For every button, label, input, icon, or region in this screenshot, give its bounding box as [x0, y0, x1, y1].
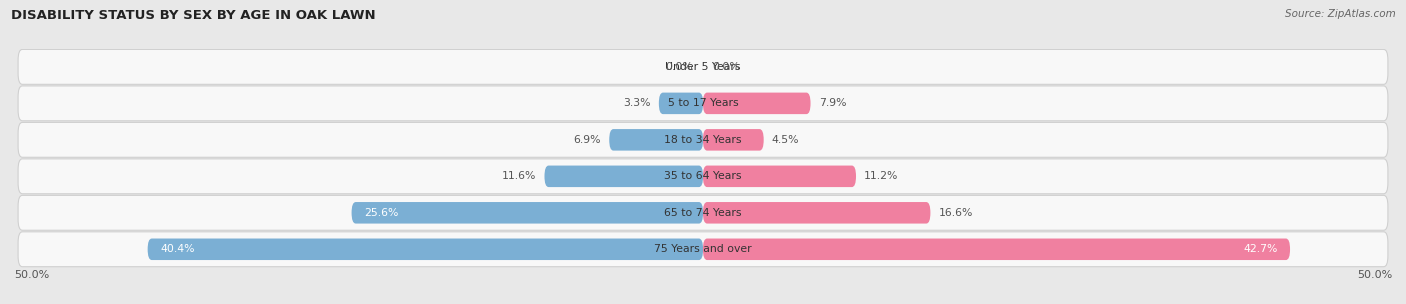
FancyBboxPatch shape	[703, 129, 763, 150]
Text: 4.5%: 4.5%	[772, 135, 800, 145]
Text: 5 to 17 Years: 5 to 17 Years	[668, 98, 738, 108]
FancyBboxPatch shape	[18, 50, 1388, 84]
Text: Under 5 Years: Under 5 Years	[665, 62, 741, 72]
FancyBboxPatch shape	[18, 159, 1388, 194]
FancyBboxPatch shape	[18, 86, 1388, 121]
Text: 7.9%: 7.9%	[818, 98, 846, 108]
FancyBboxPatch shape	[148, 239, 703, 260]
FancyBboxPatch shape	[18, 195, 1388, 230]
FancyBboxPatch shape	[18, 232, 1388, 267]
Text: 50.0%: 50.0%	[14, 271, 49, 280]
FancyBboxPatch shape	[703, 202, 931, 223]
FancyBboxPatch shape	[703, 239, 1291, 260]
FancyBboxPatch shape	[609, 129, 703, 150]
FancyBboxPatch shape	[18, 123, 1388, 157]
Text: 50.0%: 50.0%	[1357, 271, 1392, 280]
Text: 42.7%: 42.7%	[1243, 244, 1278, 254]
Text: 75 Years and over: 75 Years and over	[654, 244, 752, 254]
Text: 11.2%: 11.2%	[865, 171, 898, 181]
Text: 35 to 64 Years: 35 to 64 Years	[664, 171, 742, 181]
Text: 18 to 34 Years: 18 to 34 Years	[664, 135, 742, 145]
Text: 25.6%: 25.6%	[364, 208, 398, 218]
Text: 6.9%: 6.9%	[574, 135, 600, 145]
Text: 40.4%: 40.4%	[160, 244, 194, 254]
Text: 11.6%: 11.6%	[502, 171, 536, 181]
FancyBboxPatch shape	[544, 166, 703, 187]
Text: 3.3%: 3.3%	[623, 98, 651, 108]
FancyBboxPatch shape	[659, 93, 703, 114]
Text: DISABILITY STATUS BY SEX BY AGE IN OAK LAWN: DISABILITY STATUS BY SEX BY AGE IN OAK L…	[11, 9, 375, 22]
FancyBboxPatch shape	[703, 93, 810, 114]
Text: 65 to 74 Years: 65 to 74 Years	[664, 208, 742, 218]
Text: 16.6%: 16.6%	[939, 208, 973, 218]
Text: 0.0%: 0.0%	[713, 62, 741, 72]
Text: 0.0%: 0.0%	[665, 62, 693, 72]
FancyBboxPatch shape	[703, 166, 856, 187]
Text: Source: ZipAtlas.com: Source: ZipAtlas.com	[1285, 9, 1396, 19]
FancyBboxPatch shape	[352, 202, 703, 223]
